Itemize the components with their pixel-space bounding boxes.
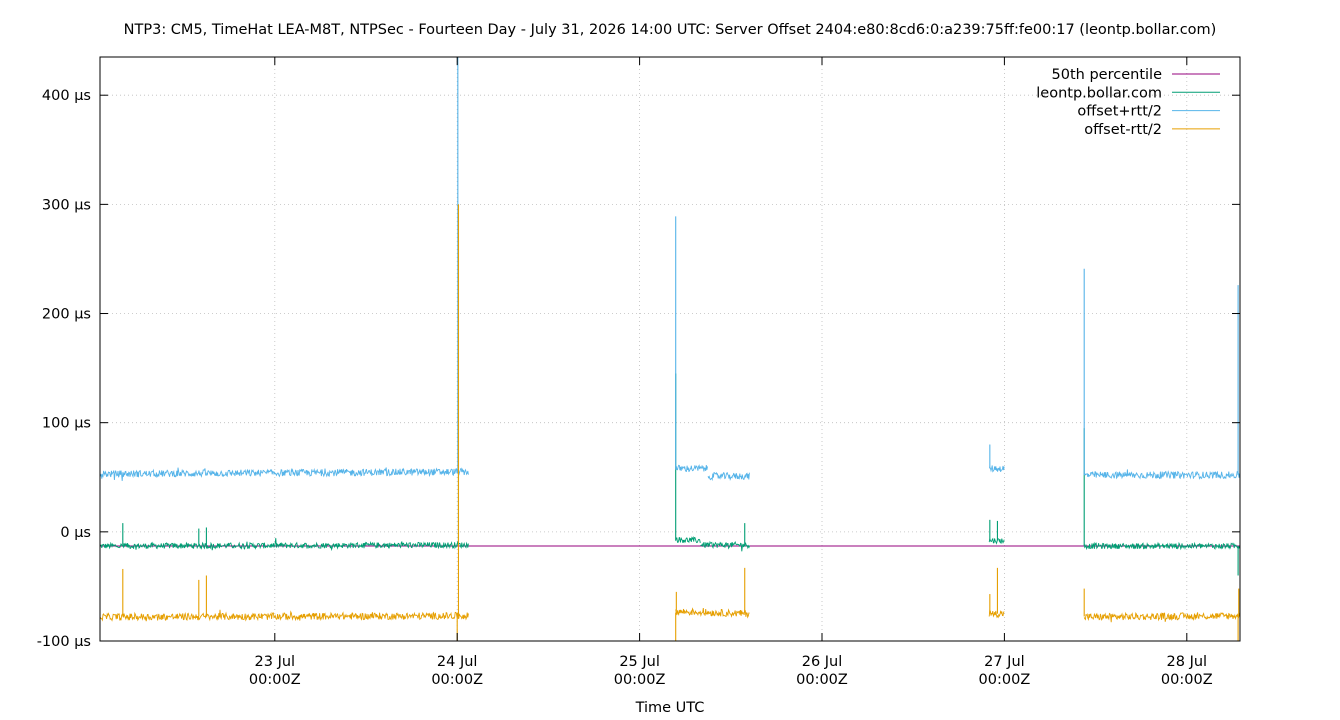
x-tick-label-day: 26 Jul xyxy=(802,654,843,670)
legend-label: offset+rtt/2 xyxy=(1077,104,1162,120)
plot-frame xyxy=(99,56,1241,642)
series-segment xyxy=(675,535,701,544)
y-tick-label: 400 µs xyxy=(42,88,91,104)
series-layer xyxy=(99,57,1241,641)
y-tick-label: 300 µs xyxy=(42,197,91,213)
x-axis-label: Time UTC xyxy=(635,700,705,716)
x-tick-label-time: 00:00Z xyxy=(614,672,666,688)
x-tick-label-day: 27 Jul xyxy=(984,654,1025,670)
series-segment xyxy=(99,609,469,622)
grid-lines xyxy=(100,57,1240,642)
series-segment xyxy=(707,471,750,482)
series-segment xyxy=(988,465,1005,473)
x-tick-label-time: 00:00Z xyxy=(1161,672,1213,688)
legend-label: offset-rtt/2 xyxy=(1084,122,1162,138)
y-tick-label: 0 µs xyxy=(60,525,91,541)
legend-label: leontp.bollar.com xyxy=(1036,85,1162,101)
series-offset-rtt-2 xyxy=(99,57,1241,482)
series-segment xyxy=(1083,611,1241,623)
series-offset-rtt-2 xyxy=(99,204,1241,641)
x-tick-label-day: 25 Jul xyxy=(619,654,660,670)
series-segment xyxy=(700,540,751,552)
series-segment xyxy=(99,467,469,481)
y-tick-label: 100 µs xyxy=(42,416,91,432)
x-tick-label-day: 28 Jul xyxy=(1167,654,1208,670)
chart-title: NTP3: CM5, TimeHat LEA-M8T, NTPSec - Fou… xyxy=(124,22,1217,38)
x-tick-label-time: 00:00Z xyxy=(249,672,301,688)
axis-ticks: 400 µs 300 µs 200 µs 100 µs 0 µs -100 µs 23 Ju… xyxy=(37,57,1240,688)
x-tick-label-time: 00:00Z xyxy=(979,672,1031,688)
series-segment xyxy=(988,609,1005,619)
series-segment xyxy=(1083,541,1241,551)
series-segment xyxy=(675,607,750,619)
series-segment xyxy=(99,538,469,552)
x-tick-label-day: 24 Jul xyxy=(437,654,478,670)
y-tick-label: -100 µs xyxy=(37,634,91,650)
x-tick-label-time: 00:00Z xyxy=(431,672,483,688)
series-segment xyxy=(1083,469,1241,480)
series-segment xyxy=(988,537,1005,545)
series-segment xyxy=(675,464,708,473)
x-tick-label-time: 00:00Z xyxy=(796,672,848,688)
legend-label: 50th percentile xyxy=(1052,67,1163,83)
y-tick-label: 200 µs xyxy=(42,307,91,323)
x-tick-label-day: 23 Jul xyxy=(255,654,296,670)
legend: 50th percentile leontp.bollar.com offset+r… xyxy=(1036,67,1220,138)
